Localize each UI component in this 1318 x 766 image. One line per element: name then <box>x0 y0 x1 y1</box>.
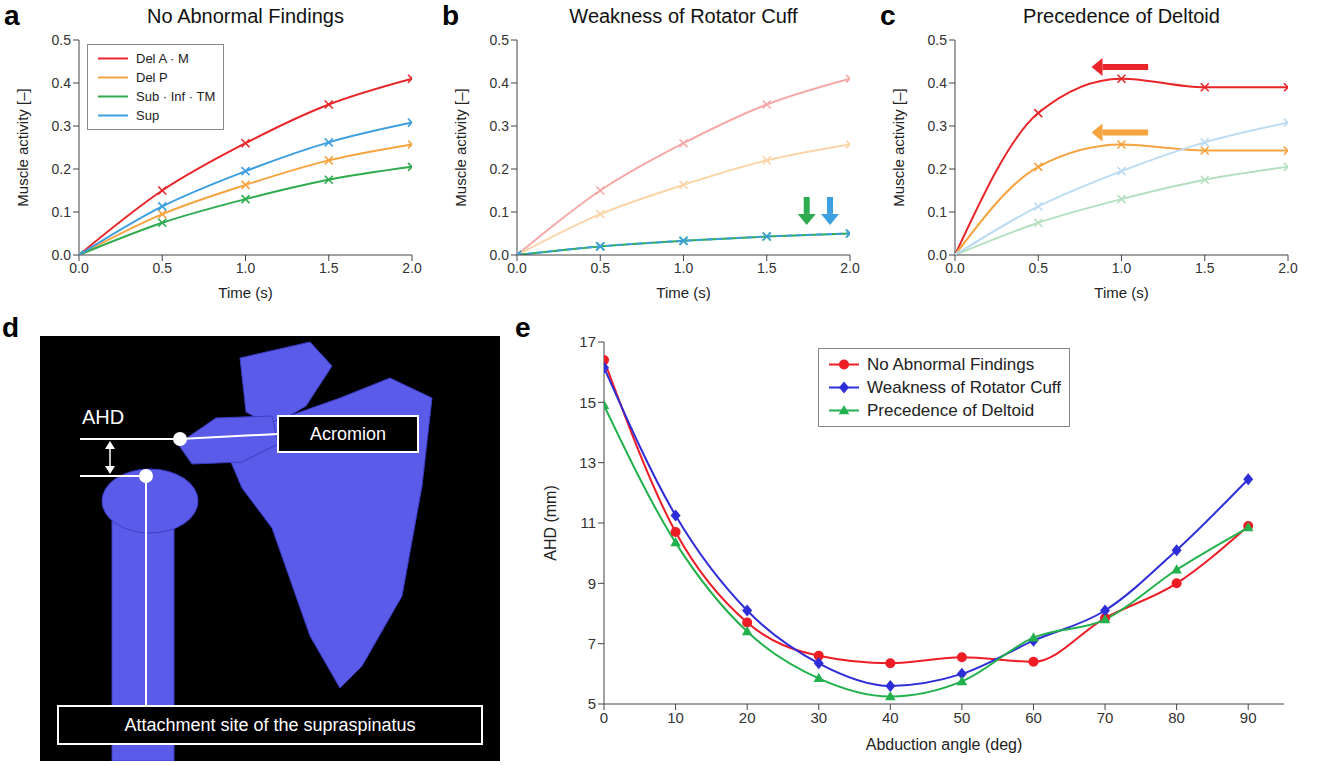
html-text:e: e <box>515 312 531 343</box>
svg-text:80: 80 <box>1168 709 1185 726</box>
html-text:Precedence of Deltoid: Precedence of Deltoid <box>867 401 1035 420</box>
html-text:Weakness of Rotator Cuff: Weakness of Rotator Cuff <box>867 378 1061 397</box>
svg-text:5: 5 <box>588 695 596 712</box>
svg-text:Time (s): Time (s) <box>1094 284 1148 301</box>
html-text:No Abnormal Findings: No Abnormal Findings <box>147 5 344 27</box>
html-text:No Abnormal Findings: No Abnormal Findings <box>867 355 1035 374</box>
svg-text:13: 13 <box>579 454 596 471</box>
svg-text:9: 9 <box>588 575 596 592</box>
svg-text:20: 20 <box>739 709 756 726</box>
svg-text:0.1: 0.1 <box>928 204 948 220</box>
svg-text:AHD (mm): AHD (mm) <box>542 485 559 561</box>
svg-text:0.4: 0.4 <box>52 75 72 91</box>
html-text:Sup: Sup <box>136 108 160 123</box>
svg-text:0.1: 0.1 <box>490 204 510 220</box>
svg-text:0.5: 0.5 <box>591 260 611 276</box>
svg-text:0.1: 0.1 <box>52 204 72 220</box>
svg-text:Time (s): Time (s) <box>656 284 710 301</box>
svg-text:2.0: 2.0 <box>840 260 860 276</box>
svg-text:0.5: 0.5 <box>928 32 948 48</box>
html-text:a: a <box>4 0 20 31</box>
svg-text:60: 60 <box>1025 709 1042 726</box>
svg-text:Muscle activity [–]: Muscle activity [–] <box>452 88 469 206</box>
svg-text:50: 50 <box>954 709 971 726</box>
svg-text:Acromion: Acromion <box>310 424 386 444</box>
svg-text:30: 30 <box>810 709 827 726</box>
svg-text:0.3: 0.3 <box>490 118 510 134</box>
svg-text:AHD: AHD <box>82 406 124 428</box>
svg-text:0.5: 0.5 <box>52 32 72 48</box>
svg-text:1.5: 1.5 <box>1195 260 1215 276</box>
svg-text:11: 11 <box>580 514 596 531</box>
svg-text:0.5: 0.5 <box>1029 260 1049 276</box>
svg-text:0.4: 0.4 <box>490 75 510 91</box>
svg-text:Time (s): Time (s) <box>218 284 272 301</box>
svg-text:1.5: 1.5 <box>757 260 777 276</box>
svg-text:2.0: 2.0 <box>1278 260 1298 276</box>
svg-text:15: 15 <box>579 394 596 411</box>
html-text:Sub · Inf · TM: Sub · Inf · TM <box>136 89 216 104</box>
svg-text:7: 7 <box>588 635 596 652</box>
svg-text:2.0: 2.0 <box>402 260 422 276</box>
svg-text:0.2: 0.2 <box>52 161 72 177</box>
svg-text:0.0: 0.0 <box>490 247 510 263</box>
svg-text:70: 70 <box>1097 709 1114 726</box>
svg-text:90: 90 <box>1240 709 1257 726</box>
svg-text:Muscle activity [–]: Muscle activity [–] <box>14 88 31 206</box>
svg-text:1.0: 1.0 <box>674 260 694 276</box>
html-text:Weakness of Rotator Cuff: Weakness of Rotator Cuff <box>569 5 798 27</box>
svg-text:0.0: 0.0 <box>928 247 948 263</box>
svg-text:Abduction angle (deg): Abduction angle (deg) <box>866 736 1023 753</box>
svg-text:10: 10 <box>667 709 684 726</box>
svg-text:Attachment site of the suprasp: Attachment site of the supraspinatus <box>124 715 415 735</box>
svg-text:0: 0 <box>600 709 608 726</box>
html-text:b: b <box>442 0 460 31</box>
svg-text:0.0: 0.0 <box>507 260 527 276</box>
svg-text:0.5: 0.5 <box>153 260 173 276</box>
svg-text:0.0: 0.0 <box>52 247 72 263</box>
svg-text:Muscle activity [–]: Muscle activity [–] <box>890 88 907 206</box>
svg-text:0.4: 0.4 <box>928 75 948 91</box>
html-text:Precedence of Deltoid: Precedence of Deltoid <box>1023 5 1220 27</box>
svg-text:1.0: 1.0 <box>236 260 256 276</box>
html-text:Del P: Del P <box>136 70 168 85</box>
svg-text:0.2: 0.2 <box>928 161 948 177</box>
svg-text:0.3: 0.3 <box>52 118 72 134</box>
svg-text:0.0: 0.0 <box>69 260 89 276</box>
svg-text:1.0: 1.0 <box>1112 260 1132 276</box>
svg-text:40: 40 <box>882 709 899 726</box>
svg-text:0.0: 0.0 <box>945 260 965 276</box>
svg-text:0.5: 0.5 <box>490 32 510 48</box>
html-text:Del A · M: Del A · M <box>136 51 189 66</box>
html-text:c: c <box>880 0 896 31</box>
svg-text:1.5: 1.5 <box>319 260 339 276</box>
html-text:d: d <box>2 312 20 343</box>
svg-text:0.2: 0.2 <box>490 161 510 177</box>
svg-text:0.3: 0.3 <box>928 118 948 134</box>
svg-text:17: 17 <box>579 333 596 350</box>
